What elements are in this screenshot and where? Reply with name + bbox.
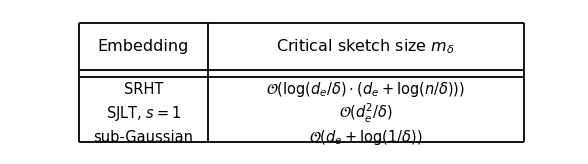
Text: sub-Gaussian: sub-Gaussian <box>93 130 193 145</box>
Text: $\mathcal{O}(d_e^2/\delta)$: $\mathcal{O}(d_e^2/\delta)$ <box>339 102 393 125</box>
Text: Embedding: Embedding <box>98 39 189 54</box>
Text: $\mathcal{O}(d_e + \log(1/\delta))$: $\mathcal{O}(d_e + \log(1/\delta))$ <box>309 128 423 147</box>
Text: SRHT: SRHT <box>123 82 163 97</box>
Text: Critical sketch size $m_{\delta}$: Critical sketch size $m_{\delta}$ <box>276 38 455 56</box>
Text: SJLT, $s = 1$: SJLT, $s = 1$ <box>106 104 181 123</box>
Text: $\mathcal{O}(\log(d_e/\delta) \cdot (d_e + \log(n/\delta)))$: $\mathcal{O}(\log(d_e/\delta) \cdot (d_e… <box>266 80 465 99</box>
